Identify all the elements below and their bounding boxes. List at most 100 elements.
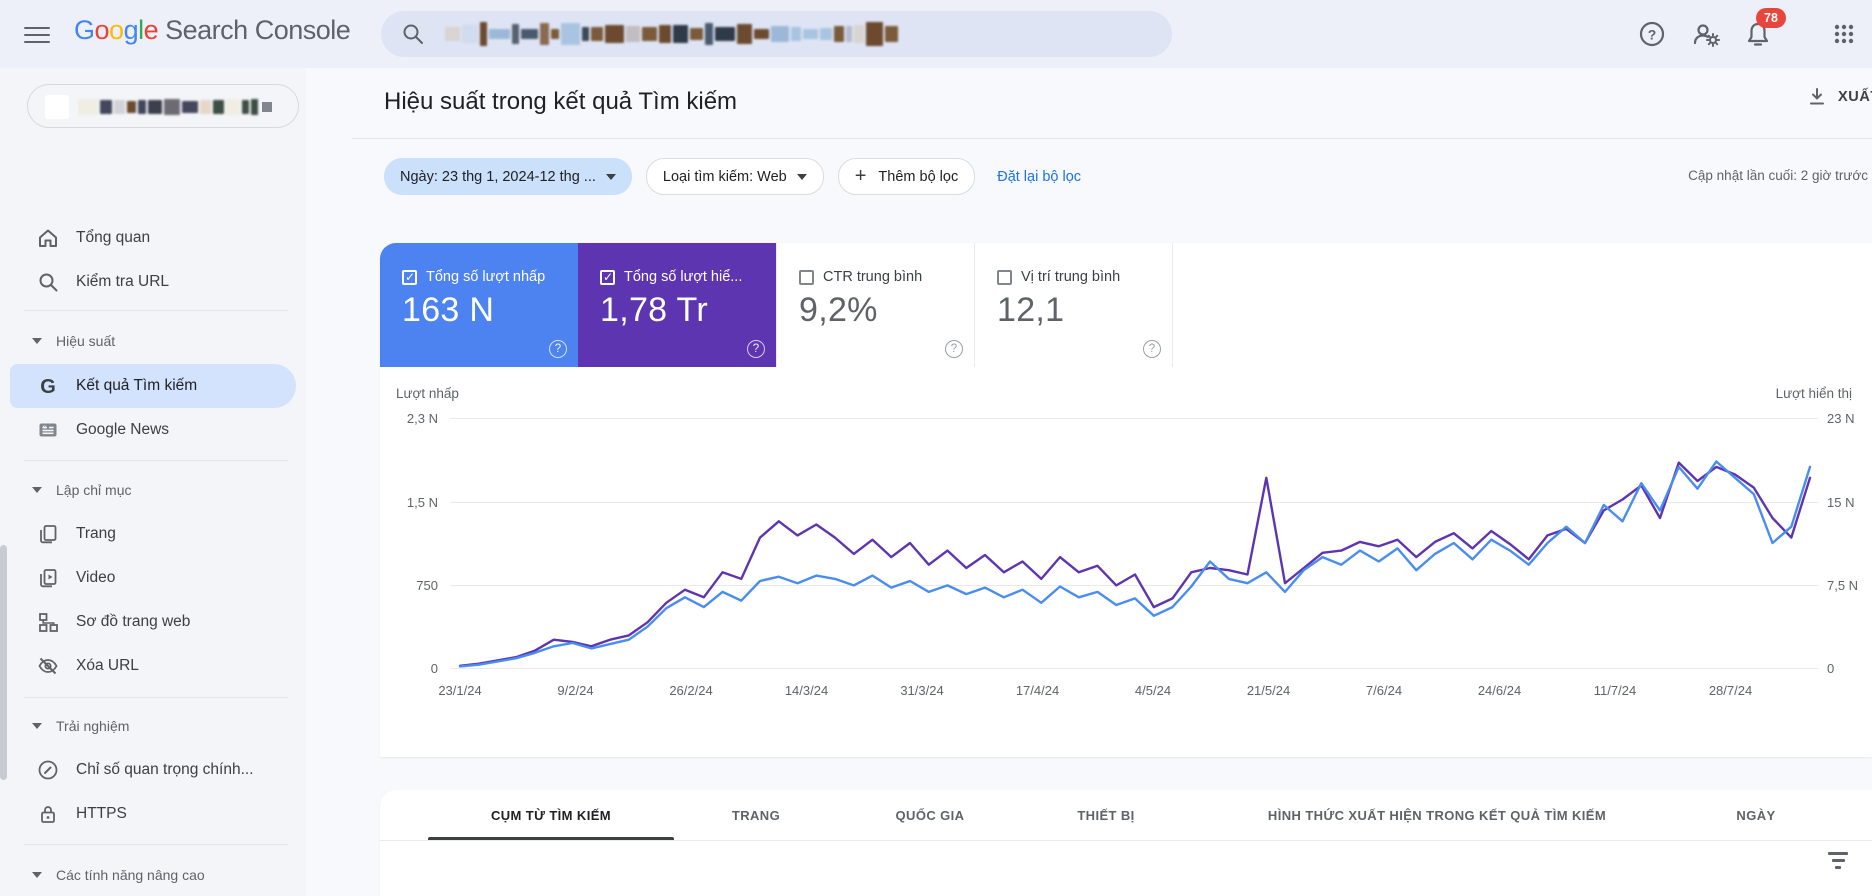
logo-letter: e <box>143 15 159 45</box>
sidebar-scrollbar[interactable] <box>0 545 7 780</box>
help-icon[interactable]: ? <box>1636 18 1668 50</box>
video-icon <box>36 566 60 590</box>
performance-line-chart[interactable] <box>455 408 1815 668</box>
help-circle-icon[interactable]: ? <box>1143 340 1161 358</box>
y-tick-right: 7,5 N <box>1827 578 1859 593</box>
redacted-block <box>127 100 136 114</box>
logo-letter: l <box>138 15 144 45</box>
redacted-property-name <box>78 99 258 115</box>
redacted-search-query <box>445 21 1005 47</box>
news-icon: G <box>36 418 60 442</box>
redacted-block <box>561 23 581 45</box>
x-axis-label: 4/5/24 <box>1134 683 1172 698</box>
sidebar-item-trang[interactable]: Trang <box>0 512 306 556</box>
redacted-block <box>212 100 224 114</box>
gridline <box>450 418 1818 419</box>
global-search-input[interactable] <box>381 11 1172 57</box>
redacted-block <box>736 24 753 44</box>
sidebar-item-chi-so-quan-trong[interactable]: Chỉ số quan trọng chính... <box>0 748 306 792</box>
app-logo[interactable]: Google Search Console <box>74 15 351 46</box>
y-tick-left: 2,3 N <box>406 411 438 426</box>
help-circle-icon[interactable]: ? <box>747 340 765 358</box>
redacted-block <box>819 27 833 41</box>
apps-grid-icon[interactable] <box>1828 18 1860 50</box>
y-tick-left: 750 <box>416 578 438 593</box>
tab-cum-tu-tim-kiem[interactable]: CỤM TỪ TÌM KIẾM <box>490 807 612 823</box>
add-filter-chip[interactable]: + Thêm bộ lọc <box>837 158 976 195</box>
x-axis-label: 17/4/24 <box>1015 683 1060 698</box>
chevron-down-icon <box>32 338 42 344</box>
sidebar: Tổng quan Kiểm tra URL Hiệu suất G Kết q… <box>0 68 306 896</box>
property-selector[interactable] <box>27 84 299 128</box>
last-updated-text: Cập nhật lần cuối: 2 giờ trước <box>1688 168 1868 183</box>
redacted-block <box>480 22 488 46</box>
metric-card-ctr[interactable]: CTR trung bình 9,2% ? <box>776 243 974 367</box>
export-button[interactable]: XUẤT <box>1806 86 1872 108</box>
tab-hinh-thuc-xuat-hien[interactable]: HÌNH THỨC XUẤT HIỆN TRONG KẾT QUẢ TÌM KI… <box>1267 807 1607 823</box>
help-circle-icon[interactable]: ? <box>945 340 963 358</box>
redacted-block <box>834 25 844 43</box>
section-lap-chi-muc[interactable]: Lập chỉ mục <box>0 475 306 505</box>
redacted-block <box>147 100 163 114</box>
logo-letter: o <box>94 15 110 45</box>
sidebar-item-ket-qua-tim-kiem[interactable]: G Kết quả Tìm kiếm <box>10 364 296 408</box>
redacted-block <box>845 26 852 42</box>
sidebar-item-kiem-tra-url[interactable]: Kiểm tra URL <box>0 260 306 304</box>
section-trai-nghiem[interactable]: Trải nghiệm <box>0 711 306 741</box>
redacted-block <box>445 26 460 42</box>
date-range-filter-chip[interactable]: Ngày: 23 thg 1, 2024-12 thg ... <box>384 158 632 195</box>
notifications-bell-icon[interactable]: 78 <box>1742 8 1786 50</box>
search-type-filter-chip[interactable]: Loại tìm kiếm: Web <box>645 158 824 195</box>
checkbox-empty-icon[interactable] <box>997 269 1012 285</box>
sidebar-item-so-do-trang-web[interactable]: Sơ đồ trang web <box>0 600 306 644</box>
x-axis-label: 21/5/24 <box>1246 683 1291 698</box>
sidebar-item-video[interactable]: Video <box>0 556 306 600</box>
help-circle-icon[interactable]: ? <box>549 340 567 358</box>
sidebar-item-tong-quan[interactable]: Tổng quan <box>0 216 306 260</box>
google-logo: Google <box>74 15 159 45</box>
redacted-block <box>802 28 818 40</box>
checkbox-checked-icon[interactable] <box>600 269 615 285</box>
sidebar-item-google-news[interactable]: G Google News <box>0 408 306 452</box>
metric-card-impressions[interactable]: Tổng số lượt hiể... 1,78 Tr ? <box>578 243 776 367</box>
sidebar-item-xoa-url[interactable]: Xóa URL <box>0 644 306 688</box>
redacted-block <box>251 99 258 115</box>
redacted-block <box>714 27 735 41</box>
y-tick-right: 0 <box>1827 661 1835 676</box>
impressions-line <box>458 461 1812 667</box>
metric-card-position[interactable]: Vị trí trung bình 12,1 ? <box>974 243 1172 367</box>
divider <box>24 844 288 845</box>
chevron-down-icon <box>605 173 616 180</box>
table-filter-icon[interactable] <box>1828 852 1850 872</box>
redacted-block <box>461 25 479 43</box>
section-hieu-suat[interactable]: Hiệu suất <box>0 326 306 356</box>
filter-bar: Ngày: 23 thg 1, 2024-12 thg ... Loại tìm… <box>384 158 1081 195</box>
checkbox-checked-icon[interactable] <box>402 269 417 285</box>
redacted-block <box>853 24 864 44</box>
user-settings-icon[interactable] <box>1690 18 1722 50</box>
tab-ngay[interactable]: NGÀY <box>1736 807 1776 823</box>
redacted-block <box>790 26 801 42</box>
section-tinh-nang-nang-cao[interactable]: Các tính năng nâng cao <box>0 860 306 890</box>
tab-quoc-gia[interactable]: QUỐC GIA <box>895 807 965 823</box>
reset-filters-link[interactable]: Đặt lại bộ lọc <box>997 168 1082 185</box>
redacted-block <box>659 24 672 44</box>
menu-icon[interactable] <box>24 22 50 46</box>
chevron-down-icon <box>796 173 807 180</box>
checkbox-empty-icon[interactable] <box>799 269 814 285</box>
google-g-icon: G <box>36 374 60 398</box>
sidebar-item-https[interactable]: HTTPS <box>0 792 306 836</box>
tab-trang[interactable]: TRANG <box>731 807 781 823</box>
svg-text:?: ? <box>1648 27 1657 43</box>
divider <box>24 310 288 311</box>
download-icon <box>1810 88 1824 105</box>
metric-value: 9,2% <box>799 291 878 329</box>
page-title: Hiệu suất trong kết quả Tìm kiếm <box>384 88 738 115</box>
redacted-block <box>771 25 789 43</box>
svg-text:G: G <box>43 425 47 430</box>
metric-card-clicks[interactable]: Tổng số lượt nhấp 163 N ? <box>380 243 578 367</box>
redacted-block <box>642 26 658 42</box>
redacted-block <box>113 99 126 115</box>
tab-thiet-bi[interactable]: THIẾT BỊ <box>1077 807 1135 823</box>
chevron-down-icon <box>32 872 42 878</box>
